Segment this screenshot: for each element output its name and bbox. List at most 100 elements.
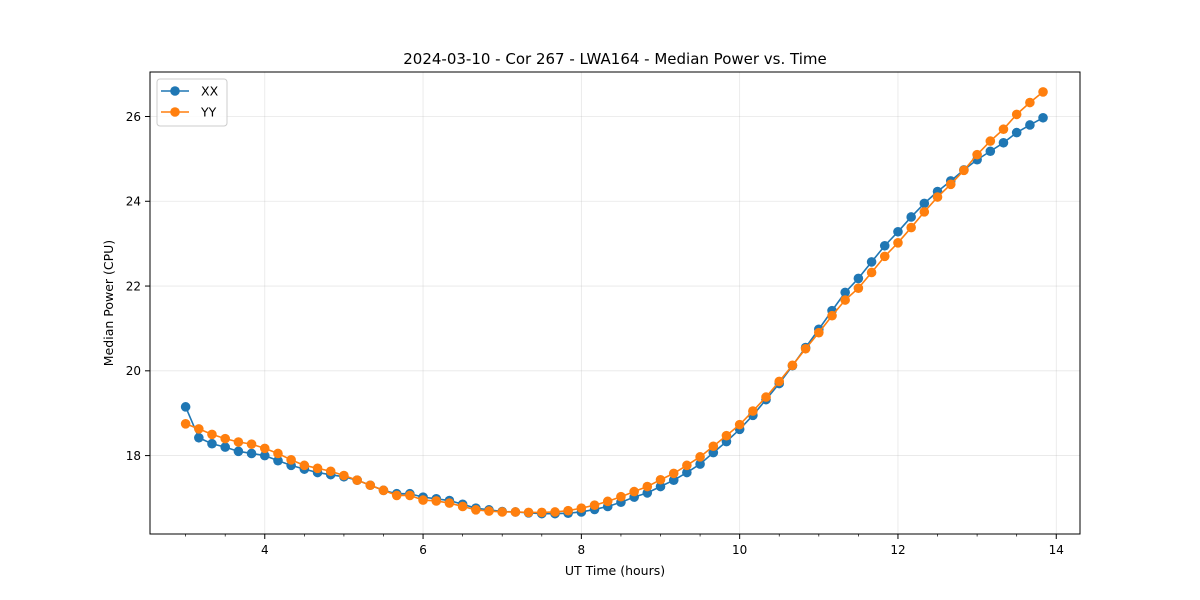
data-point-yy [879, 251, 890, 262]
x-tick-label: 8 [578, 543, 586, 557]
data-point-xx [985, 146, 996, 157]
data-point-yy [932, 192, 943, 202]
data-point-yy [431, 496, 442, 506]
data-point-yy [734, 419, 745, 430]
data-point-yy [1011, 109, 1022, 120]
data-point-xx [273, 455, 283, 466]
data-point-yy [563, 505, 573, 516]
data-point-yy [273, 448, 283, 459]
data-point-xx [906, 212, 916, 222]
data-point-yy [682, 460, 692, 471]
data-point-yy [589, 500, 600, 510]
data-point-yy [1025, 97, 1035, 108]
y-tick-label: 26 [126, 110, 141, 124]
data-point-yy [550, 507, 560, 517]
data-point-xx [998, 137, 1009, 148]
data-point-yy [761, 392, 771, 402]
data-point-yy [616, 491, 626, 502]
data-point-yy [180, 419, 191, 429]
data-point-yy [708, 441, 719, 452]
data-point-yy [536, 507, 547, 518]
y-axis-label: Median Power (CPU) [101, 240, 116, 366]
data-point-xx [180, 402, 191, 412]
series-yy [180, 87, 1048, 518]
data-point-xx [840, 287, 850, 298]
chart-title: 2024-03-10 - Cor 267 - LWA164 - Median P… [403, 50, 827, 68]
data-point-yy [220, 433, 230, 444]
y-axis-ticks: 18 20 22 24 26 [126, 110, 150, 463]
y-tick-label: 18 [126, 449, 141, 463]
data-point-yy [906, 222, 916, 233]
data-point-yy [748, 406, 758, 416]
data-point-yy [418, 495, 428, 505]
data-point-yy [642, 481, 653, 492]
y-tick-label: 24 [126, 195, 141, 209]
data-point-xx [194, 432, 204, 443]
legend-marker-xx [170, 86, 180, 96]
data-point-yy [246, 439, 257, 449]
data-point-xx [695, 459, 705, 469]
data-point-yy [893, 238, 903, 248]
legend-label-xx: XX [201, 84, 219, 99]
data-point-yy [800, 343, 811, 354]
legend-label-yy: YY [200, 105, 217, 120]
data-point-yy [405, 490, 415, 501]
data-point-xx [682, 467, 692, 478]
data-point-yy [233, 437, 244, 447]
x-tick-label: 4 [261, 543, 269, 557]
x-axis-ticks: 4 6 8 10 12 14 [185, 534, 1064, 557]
data-point-yy [457, 501, 468, 512]
legend-item-yy: YY [161, 105, 217, 120]
data-point-xx [1011, 127, 1022, 138]
x-tick-label: 12 [890, 543, 905, 557]
data-point-xx [879, 240, 890, 251]
data-point-yy [312, 463, 323, 474]
data-point-yy [339, 470, 349, 481]
data-point-yy [602, 496, 613, 507]
data-point-xx [655, 481, 666, 492]
legend: XX YY [156, 78, 228, 127]
data-point-xx [259, 450, 270, 461]
x-axis-label: UT Time (hours) [565, 563, 665, 578]
data-point-yy [695, 452, 705, 462]
data-point-yy [853, 283, 864, 293]
data-point-xx [668, 475, 679, 485]
data-point-yy [207, 429, 217, 440]
data-point-yy [959, 165, 969, 176]
data-point-yy [352, 475, 362, 485]
data-point-xx [220, 442, 230, 452]
data-point-yy [827, 310, 837, 321]
plot-frame [149, 71, 1081, 535]
data-point-xx [246, 448, 257, 459]
legend-item-xx: XX [161, 84, 219, 99]
data-point-yy [194, 424, 204, 434]
data-point-xx [1038, 112, 1048, 123]
data-point-yy [1038, 87, 1048, 97]
data-point-yy [378, 485, 389, 496]
y-tick-label: 22 [126, 279, 141, 293]
data-point-yy [286, 455, 296, 465]
data-point-xx [893, 226, 903, 237]
data-point-yy [471, 505, 481, 515]
data-point-yy [484, 506, 494, 516]
data-point-yy [497, 507, 508, 517]
data-point-yy [945, 179, 956, 190]
data-point-yy [985, 136, 996, 146]
data-point-xx [866, 257, 877, 267]
data-point-yy [655, 474, 666, 485]
data-point-yy [259, 443, 270, 454]
data-point-yy [299, 460, 310, 471]
data-point-yy [325, 466, 336, 477]
data-point-yy [510, 507, 521, 517]
x-tick-label: 14 [1049, 543, 1064, 557]
legend-marker-yy [170, 107, 180, 117]
data-point-yy [523, 507, 534, 518]
data-point-yy [787, 360, 798, 371]
data-point-xx [853, 273, 864, 284]
data-point-yy [668, 468, 679, 479]
data-point-yy [576, 503, 587, 513]
data-point-yy [391, 490, 402, 501]
data-point-yy [365, 480, 376, 491]
y-tick-label: 20 [126, 364, 141, 378]
x-tick-label: 6 [419, 543, 427, 557]
